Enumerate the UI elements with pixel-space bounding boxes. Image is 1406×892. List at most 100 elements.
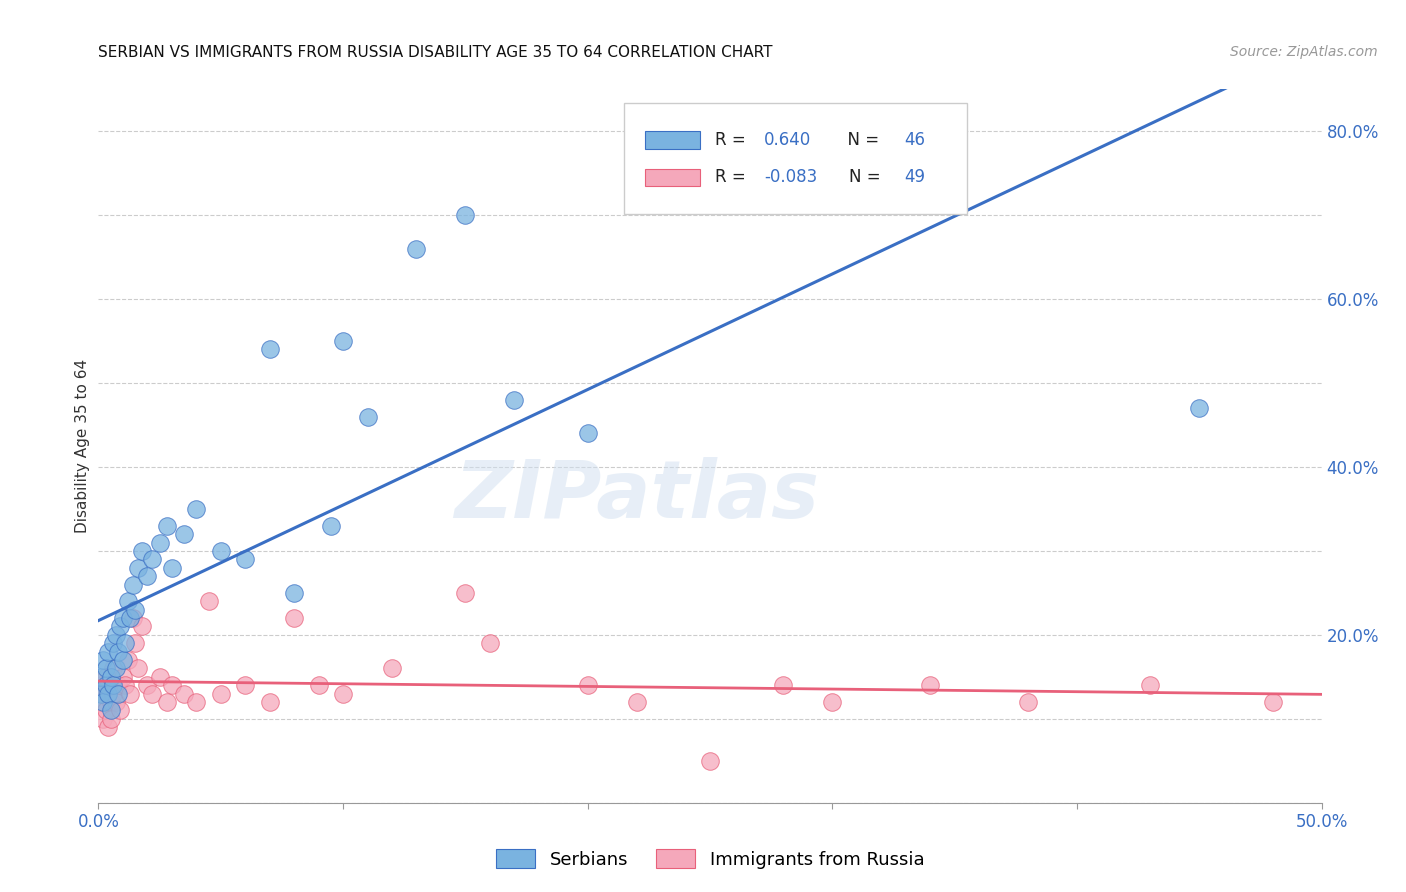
Point — [110, 619, 132, 633]
Point — [117, 653, 139, 667]
Point — [101, 678, 124, 692]
Point — [454, 586, 477, 600]
Point — [97, 678, 120, 692]
Point — [91, 695, 114, 709]
Text: -0.083: -0.083 — [763, 169, 817, 186]
Point — [104, 695, 127, 709]
Point — [94, 661, 117, 675]
Point — [141, 552, 163, 566]
Point — [136, 678, 159, 692]
Point — [97, 720, 120, 734]
Point — [141, 687, 163, 701]
Point — [576, 426, 599, 441]
Y-axis label: Disability Age 35 to 64: Disability Age 35 to 64 — [75, 359, 90, 533]
Point — [772, 678, 794, 692]
Bar — [645, 169, 700, 186]
Point — [454, 208, 477, 222]
Point — [100, 712, 122, 726]
Point — [1017, 695, 1039, 709]
Legend: Serbians, Immigrants from Russia: Serbians, Immigrants from Russia — [488, 841, 932, 876]
Point — [209, 544, 232, 558]
Point — [332, 687, 354, 701]
Point — [259, 343, 281, 357]
Point — [121, 577, 143, 591]
Point — [381, 661, 404, 675]
Point — [1188, 401, 1211, 416]
Text: 0.640: 0.640 — [763, 131, 811, 149]
Point — [110, 703, 132, 717]
Point — [90, 670, 112, 684]
Point — [626, 166, 648, 180]
Text: R =: R = — [714, 131, 751, 149]
Bar — [645, 131, 700, 149]
Point — [104, 628, 127, 642]
Point — [308, 678, 330, 692]
Text: 49: 49 — [904, 169, 925, 186]
Point — [186, 502, 208, 516]
Text: ZIPatlas: ZIPatlas — [454, 457, 820, 535]
Point — [405, 242, 427, 256]
Point — [90, 687, 112, 701]
Point — [104, 661, 127, 675]
Point — [127, 661, 149, 675]
Point — [821, 695, 844, 709]
Point — [156, 695, 179, 709]
Point — [186, 695, 208, 709]
Point — [101, 687, 124, 701]
Point — [173, 687, 195, 701]
Point — [94, 678, 117, 692]
Point — [100, 695, 122, 709]
Point — [107, 645, 129, 659]
Point — [124, 603, 146, 617]
Point — [319, 518, 342, 533]
Point — [91, 687, 114, 701]
Point — [156, 518, 179, 533]
Point — [136, 569, 159, 583]
Point — [107, 687, 129, 701]
Text: 46: 46 — [904, 131, 925, 149]
Point — [91, 653, 114, 667]
Point — [131, 619, 153, 633]
Point — [97, 645, 120, 659]
Text: SERBIAN VS IMMIGRANTS FROM RUSSIA DISABILITY AGE 35 TO 64 CORRELATION CHART: SERBIAN VS IMMIGRANTS FROM RUSSIA DISABI… — [98, 45, 773, 60]
Point — [101, 661, 124, 675]
Point — [283, 586, 305, 600]
Point — [576, 678, 599, 692]
Point — [114, 636, 136, 650]
Point — [91, 712, 114, 726]
Point — [699, 754, 721, 768]
Point — [160, 678, 183, 692]
Point — [97, 687, 120, 701]
Point — [197, 594, 219, 608]
Point — [101, 636, 124, 650]
Point — [149, 535, 172, 549]
Point — [94, 703, 117, 717]
Point — [160, 560, 183, 574]
Point — [233, 678, 256, 692]
Point — [100, 703, 122, 717]
Text: N =: N = — [837, 131, 884, 149]
Point — [259, 695, 281, 709]
FancyBboxPatch shape — [624, 103, 967, 214]
Point — [209, 687, 232, 701]
Point — [1261, 695, 1284, 709]
Point — [332, 334, 354, 348]
Point — [90, 678, 112, 692]
Point — [111, 611, 134, 625]
Point — [920, 678, 942, 692]
Point — [94, 670, 117, 684]
Point — [149, 670, 172, 684]
Point — [114, 678, 136, 692]
Point — [111, 653, 134, 667]
Point — [117, 594, 139, 608]
Point — [356, 409, 378, 424]
Text: Source: ZipAtlas.com: Source: ZipAtlas.com — [1230, 45, 1378, 59]
Point — [173, 527, 195, 541]
Point — [626, 695, 648, 709]
Point — [90, 695, 112, 709]
Point — [121, 611, 143, 625]
Point — [1139, 678, 1161, 692]
Point — [120, 687, 142, 701]
Point — [111, 670, 134, 684]
Point — [478, 636, 501, 650]
